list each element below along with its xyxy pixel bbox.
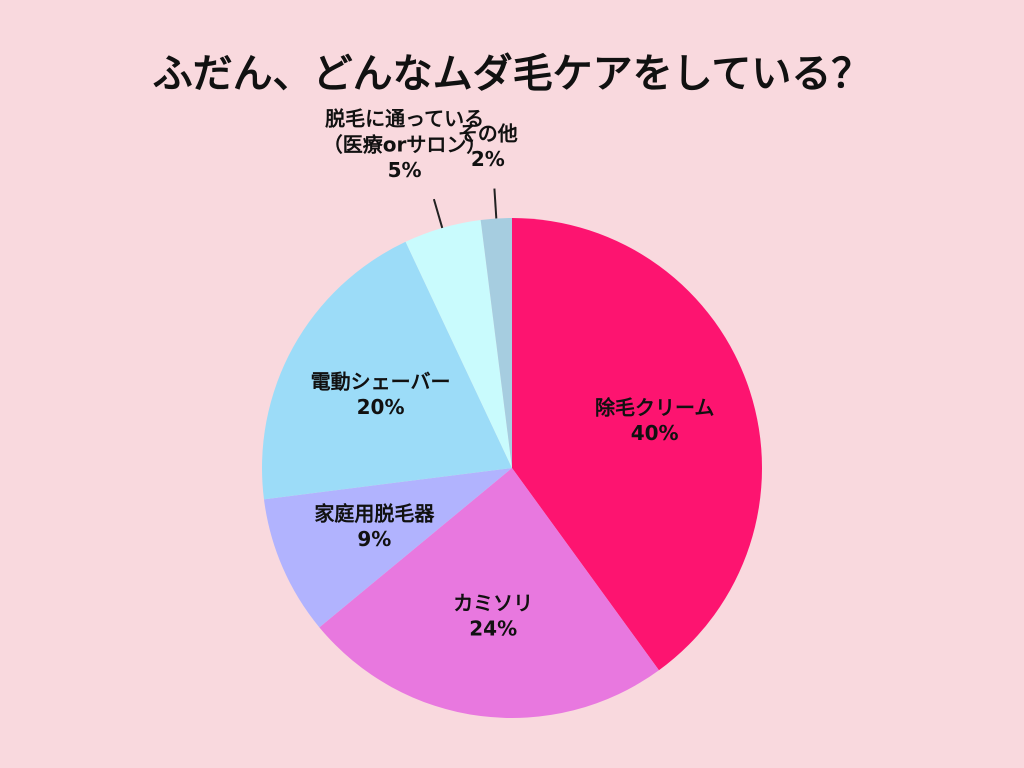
slice-label: 除毛クリーム — [595, 395, 714, 419]
slice-label: 脱毛に通っている（医療orサロン） — [323, 106, 487, 156]
slice-label-line: 除毛クリーム — [595, 395, 714, 419]
pie-slice — [261, 241, 512, 500]
slice-value: 20% — [357, 395, 405, 419]
slice-value: 40% — [631, 421, 679, 445]
pie-slice — [263, 468, 512, 628]
slice-value: 24% — [469, 616, 517, 640]
slice-label-line: 電動シェーバー — [311, 369, 451, 393]
chart-title: ふだん、どんなムダ毛ケアをしている？ — [153, 51, 872, 97]
slice-label-line: カミソリ — [453, 590, 533, 614]
slice-value: 2% — [471, 147, 505, 171]
slice-value: 5% — [388, 158, 422, 182]
slice-label: その他 — [458, 121, 518, 145]
slice-label: 家庭用脱毛器 — [314, 501, 435, 525]
slice-label: 電動シェーバー — [311, 369, 451, 393]
leader-line — [432, 198, 444, 229]
slice-label-line: その他 — [458, 121, 518, 145]
pie-slice — [512, 218, 763, 671]
pie-slice — [480, 218, 512, 468]
slice-value: 9% — [357, 527, 391, 551]
slice-label-line: 脱毛に通っている — [325, 106, 484, 130]
pie-slice — [319, 468, 659, 718]
slice-label: カミソリ — [453, 590, 533, 614]
pie-slice — [405, 219, 512, 468]
slice-label-line: （医療orサロン） — [323, 132, 487, 156]
leader-line — [493, 188, 498, 219]
slice-label-line: 家庭用脱毛器 — [314, 501, 435, 525]
